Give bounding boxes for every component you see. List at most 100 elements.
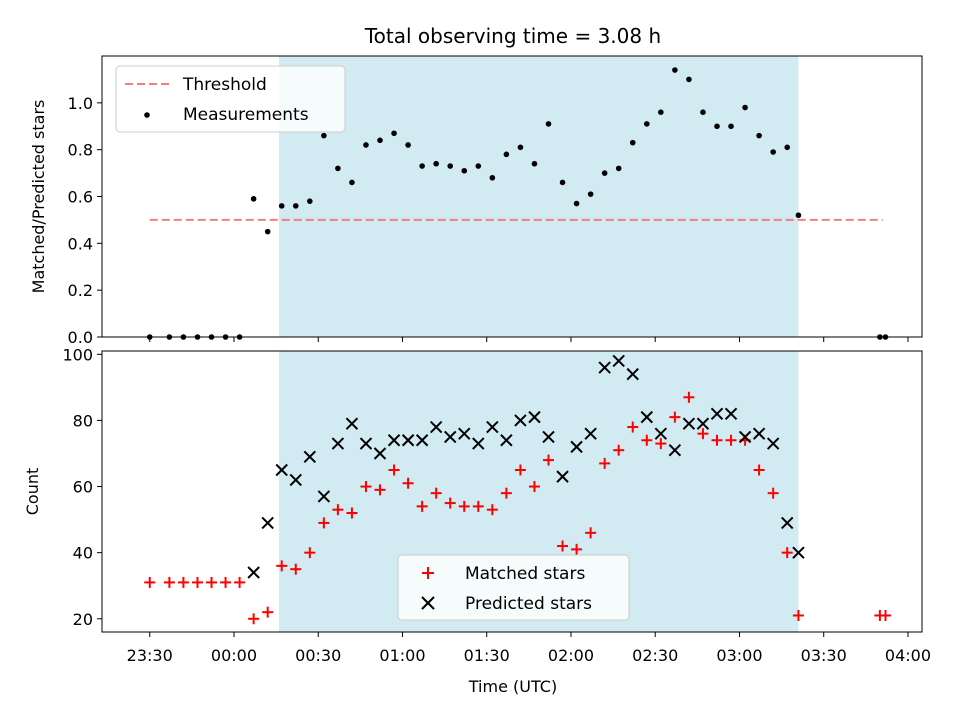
predicted-star-marker bbox=[584, 427, 597, 440]
predicted-star-marker-b bbox=[612, 354, 625, 368]
ratio-y-tick-label: 1.0 bbox=[68, 94, 93, 113]
matched-star-marker bbox=[318, 517, 330, 529]
predicted-star-marker-b bbox=[486, 420, 499, 434]
predicted-star-marker-b bbox=[247, 566, 260, 579]
legend-measurement-swatch bbox=[144, 112, 150, 118]
measurement-point bbox=[349, 179, 355, 186]
predicted-star-marker bbox=[261, 516, 274, 530]
predicted-star-marker bbox=[429, 420, 443, 434]
count-x-tick-label: 01:00 bbox=[379, 646, 425, 665]
matched-star-marker bbox=[571, 543, 583, 555]
legend-predicted-label: Predicted stars bbox=[465, 594, 592, 614]
predicted-star-marker bbox=[500, 434, 513, 447]
measurement-point bbox=[686, 76, 692, 83]
predicted-star-marker bbox=[654, 427, 668, 440]
measurement-point bbox=[795, 212, 802, 219]
predicted-star-marker-b bbox=[570, 440, 583, 454]
count-x-tick-label: 00:30 bbox=[295, 646, 341, 665]
predicted-star-marker bbox=[766, 437, 780, 450]
predicted-star-marker bbox=[570, 440, 583, 454]
count-y-tick-label: 100 bbox=[62, 345, 93, 364]
matched-star-marker bbox=[711, 434, 723, 446]
predicted-star-marker-b bbox=[584, 427, 597, 440]
predicted-star-marker bbox=[682, 417, 696, 430]
predicted-star-marker-b bbox=[724, 407, 738, 421]
predicted-star-marker bbox=[444, 430, 457, 444]
matched-star-marker bbox=[402, 477, 414, 489]
legend-measurements-label: Measurements bbox=[183, 105, 309, 125]
matched-star-marker bbox=[472, 500, 484, 512]
predicted-star-marker bbox=[458, 427, 471, 440]
matched-star-marker bbox=[500, 487, 512, 499]
predicted-star-marker bbox=[247, 566, 260, 579]
predicted-star-marker bbox=[780, 516, 794, 530]
count-plot-frame bbox=[101, 350, 923, 633]
legend-predicted-swatch bbox=[421, 596, 435, 610]
predicted-star-marker-b bbox=[303, 450, 317, 463]
predicted-star-marker-b bbox=[444, 430, 457, 444]
matched-star-marker bbox=[683, 391, 695, 403]
predicted-star-marker-b bbox=[359, 437, 373, 450]
predicted-star-marker bbox=[792, 546, 805, 559]
count-y-tick-label: 20 bbox=[73, 610, 93, 629]
predicted-star-marker-b bbox=[317, 490, 331, 503]
matched-star-marker bbox=[234, 576, 246, 588]
matched-star-marker bbox=[262, 606, 274, 618]
predicted-star-marker bbox=[668, 443, 682, 457]
ratio-plot-frame bbox=[101, 55, 923, 338]
predicted-star-marker bbox=[738, 430, 752, 444]
ratio-y-axis: 0.0 0.2 0.4 0.6 0.8 1.0 bbox=[68, 94, 102, 347]
predicted-star-marker bbox=[415, 434, 429, 447]
measurement-point bbox=[503, 151, 510, 158]
measurement-point bbox=[250, 196, 257, 202]
measurement-point bbox=[629, 139, 636, 146]
predicted-star-marker-b bbox=[556, 470, 569, 483]
matched-star-marker bbox=[781, 547, 793, 559]
matched-star-marker bbox=[753, 464, 765, 476]
observing-window-shade bbox=[278, 56, 799, 337]
ratio-y-tick-label: 0.2 bbox=[68, 281, 93, 300]
matched-star-marker bbox=[430, 487, 442, 499]
measurement-point bbox=[672, 67, 678, 73]
predicted-star-marker-b bbox=[472, 437, 485, 450]
predicted-star-marker bbox=[542, 430, 555, 444]
measurement-point bbox=[643, 121, 650, 127]
predicted-star-marker-b bbox=[387, 434, 401, 447]
count-legend-box bbox=[397, 554, 630, 621]
count-x-tick-label: 02:30 bbox=[632, 646, 678, 665]
matched-star-marker bbox=[585, 527, 597, 539]
predicted-star-marker-b bbox=[792, 546, 805, 559]
measurement-point bbox=[658, 109, 664, 115]
matched-star-marker bbox=[290, 563, 302, 575]
matched-star-marker bbox=[655, 438, 667, 450]
measurement-point bbox=[770, 149, 776, 155]
matched-star-marker bbox=[599, 457, 611, 469]
matched-star-marker bbox=[767, 487, 779, 499]
matched-star-marker bbox=[557, 540, 569, 552]
matched-star-marker bbox=[388, 464, 400, 476]
matched-star-marker bbox=[248, 613, 260, 625]
count-x-axis: 23:30 00:00 00:30 01:00 01:30 02:00 02:30 03:00… bbox=[127, 632, 931, 665]
matched-star-marker bbox=[177, 576, 189, 588]
matched-star-marker bbox=[304, 547, 316, 559]
predicted-star-marker-b bbox=[528, 410, 541, 424]
predicted-star-marker-b bbox=[598, 361, 611, 374]
predicted-star-marker bbox=[401, 434, 415, 447]
predicted-star-marker-b bbox=[458, 427, 471, 440]
measurement-point bbox=[278, 203, 285, 209]
measurement-point bbox=[784, 144, 791, 151]
predicted-star-marker-b bbox=[275, 463, 288, 477]
measurement-point bbox=[292, 203, 299, 209]
measurement-point bbox=[475, 163, 482, 169]
matched-star-marker bbox=[514, 464, 526, 476]
matched-star-marker bbox=[360, 481, 372, 493]
ratio-x-ticks bbox=[149, 337, 909, 342]
predicted-star-marker bbox=[373, 447, 387, 460]
predicted-star-marker bbox=[275, 463, 288, 477]
predicted-star-marker bbox=[556, 470, 569, 483]
count-x-tick-label: 02:00 bbox=[548, 646, 594, 665]
measurement-point bbox=[405, 142, 411, 148]
ratio-y-tick-label: 0.0 bbox=[68, 328, 93, 347]
predicted-stars-points bbox=[247, 354, 805, 579]
